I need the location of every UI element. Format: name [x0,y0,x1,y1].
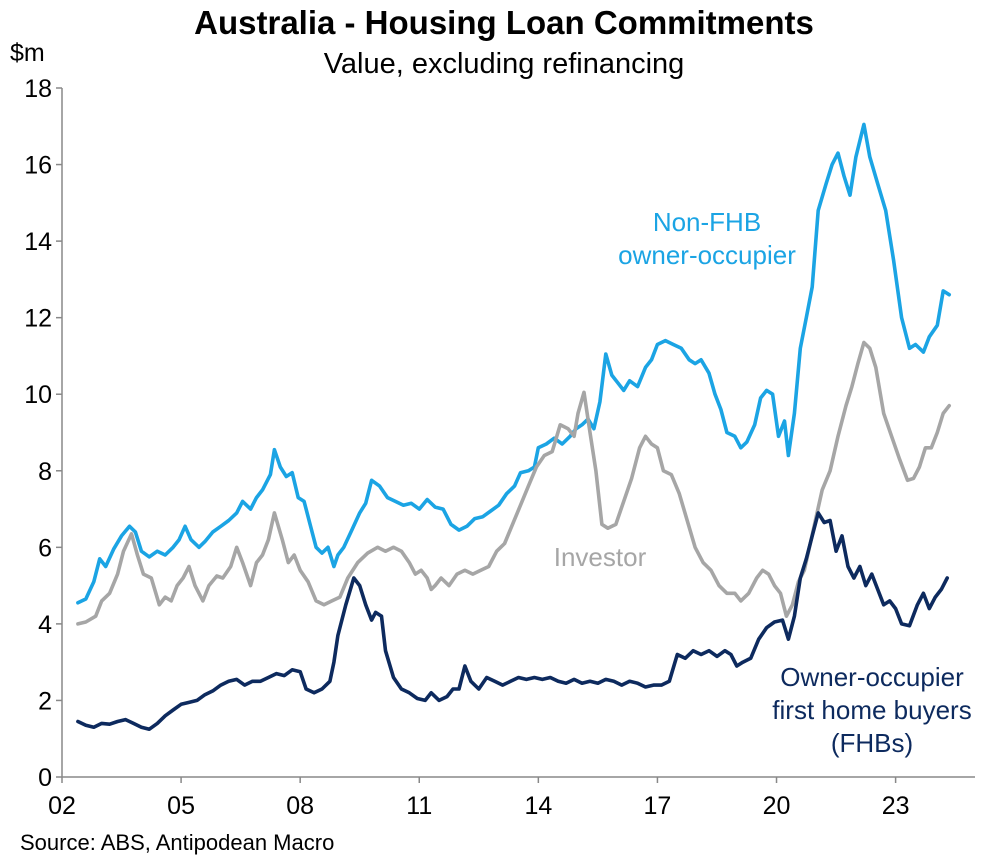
x-tick-label: 14 [524,792,552,820]
source-note: Source: ABS, Antipodean Macro [20,830,334,855]
chart-title: Australia - Housing Loan Commitments [194,4,814,41]
x-ticks: 02 05 08 11 14 17 20 23 [48,777,910,820]
y-tick-label: 18 [24,75,52,103]
series-label-fhb-line-3: (FHBs) [831,728,913,758]
series-line-non_fhb [76,122,952,605]
x-tick-label: 05 [167,792,195,820]
x-tick-label: 20 [763,792,791,820]
y-tick-label: 14 [24,228,52,256]
series-lines [76,122,952,732]
chart-subtitle: Value, excluding refinancing [324,48,685,80]
y-tick-label: 4 [38,611,52,639]
series-label-investor: Investor [554,542,647,572]
y-ticks: 0 2 4 6 8 10 12 14 16 18 [24,75,62,792]
y-axis-unit: $m [10,39,45,67]
series-line-fhb [76,511,950,732]
series-label-non-fhb-line-2: owner-occupier [618,240,796,270]
series-label-non-fhb-line-1: Non-FHB [653,207,761,237]
x-tick-label: 08 [286,792,314,820]
x-tick-label: 02 [48,792,76,820]
series-line-investor [76,340,952,626]
y-tick-label: 2 [38,687,52,715]
y-tick-label: 6 [38,534,52,562]
y-tick-label: 12 [24,305,52,333]
x-tick-label: 11 [406,792,432,820]
y-tick-label: 8 [38,458,52,486]
series-label-fhb-line-1: Owner-occupier [780,662,964,692]
x-tick-label: 17 [644,792,672,820]
series-label-fhb-line-2: first home buyers [772,695,971,725]
x-tick-label: 23 [882,792,910,820]
y-tick-label: 0 [38,764,52,792]
y-tick-label: 16 [24,152,52,180]
y-tick-label: 10 [24,381,52,409]
